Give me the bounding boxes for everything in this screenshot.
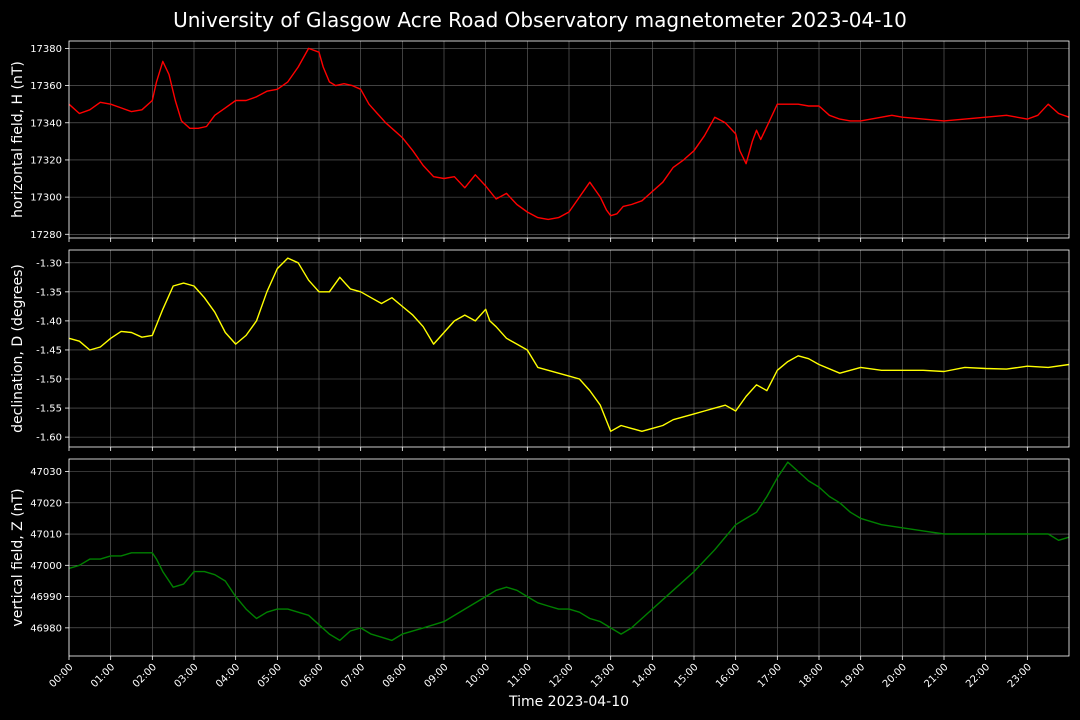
x-tick-label: 19:00	[839, 662, 867, 690]
y-axis-label: declination, D (degrees)	[10, 264, 26, 433]
y-tick-label: -1.30	[36, 258, 62, 269]
plot-frame	[68, 249, 1070, 448]
x-tick-label: 11:00	[506, 662, 534, 690]
y-tick-label: 47030	[30, 467, 62, 478]
y-tick-label: -1.45	[36, 345, 62, 356]
y-axis-label: horizontal field, H (nT)	[10, 61, 26, 218]
series-line-d-declination	[68, 257, 1070, 432]
x-tick-labels: 00:00 01:00 02:00 03:00 04:00 05:00 06:00 07:00…	[47, 662, 1033, 690]
panel-z-field: 46980 46990 47000 47010 47020 47030 vertical f…	[10, 458, 1070, 660]
plot-frame	[68, 458, 1070, 657]
x-tick-label: 08:00	[381, 662, 409, 690]
y-tick-label: -1.35	[36, 287, 62, 298]
x-tick-label: 06:00	[297, 662, 325, 690]
y-tick-label: 46980	[30, 623, 62, 634]
x-tick-label: 13:00	[589, 662, 617, 690]
chart-title: University of Glasgow Acre Road Observat…	[173, 8, 907, 32]
y-tick-label: 17380	[30, 44, 62, 55]
y-tick-label: 17300	[30, 193, 62, 204]
y-tick-label: 17340	[30, 118, 62, 129]
plot-frame	[68, 40, 1070, 239]
y-tick-label: 17360	[30, 81, 62, 92]
y-tick-label: 47020	[30, 498, 62, 509]
x-tick-label: 10:00	[464, 662, 492, 690]
x-tick-label: 16:00	[714, 662, 742, 690]
x-tick-label: 22:00	[964, 662, 992, 690]
y-tick-label: 47010	[30, 530, 62, 541]
x-tick-label: 04:00	[214, 662, 242, 690]
x-tick-label: 09:00	[422, 662, 450, 690]
series-line-h-field	[68, 47, 1070, 221]
y-tick-label: 17320	[30, 155, 62, 166]
series-line-z-field	[68, 461, 1070, 642]
y-tick-label: 46990	[30, 592, 62, 603]
y-tick-label: 47000	[30, 561, 62, 572]
x-axis-label: Time 2023-04-10	[508, 694, 629, 710]
x-tick-label: 12:00	[547, 662, 575, 690]
panel-h-field: 17280 17300 17320 17340 17360 17380 horizontal…	[10, 40, 1070, 242]
x-tick-label: 17:00	[756, 662, 784, 690]
x-tick-label: 01:00	[89, 662, 117, 690]
x-tick-label: 02:00	[131, 662, 159, 690]
x-tick-label: 00:00	[47, 662, 75, 690]
x-tick-label: 20:00	[881, 662, 909, 690]
x-tick-label: 15:00	[672, 662, 700, 690]
y-tick-label: -1.60	[36, 433, 62, 444]
y-tick-label: -1.50	[36, 375, 62, 386]
y-tick-label: -1.40	[36, 316, 62, 327]
y-axis-label: vertical field, Z (nT)	[10, 488, 26, 626]
x-tick-label: 07:00	[339, 662, 367, 690]
panel-d-declination: -1.30 -1.35 -1.40 -1.45 -1.50 -1.55 -1.60 decli…	[10, 249, 1070, 451]
x-tick-label: 23:00	[1006, 662, 1034, 690]
x-tick-label: 18:00	[797, 662, 825, 690]
x-tick-label: 03:00	[172, 662, 200, 690]
y-tick-label: 17280	[30, 230, 62, 241]
x-tick-label: 14:00	[631, 662, 659, 690]
y-tick-label: -1.55	[36, 404, 62, 415]
x-tick-label: 21:00	[922, 662, 950, 690]
x-tick-label: 05:00	[256, 662, 284, 690]
